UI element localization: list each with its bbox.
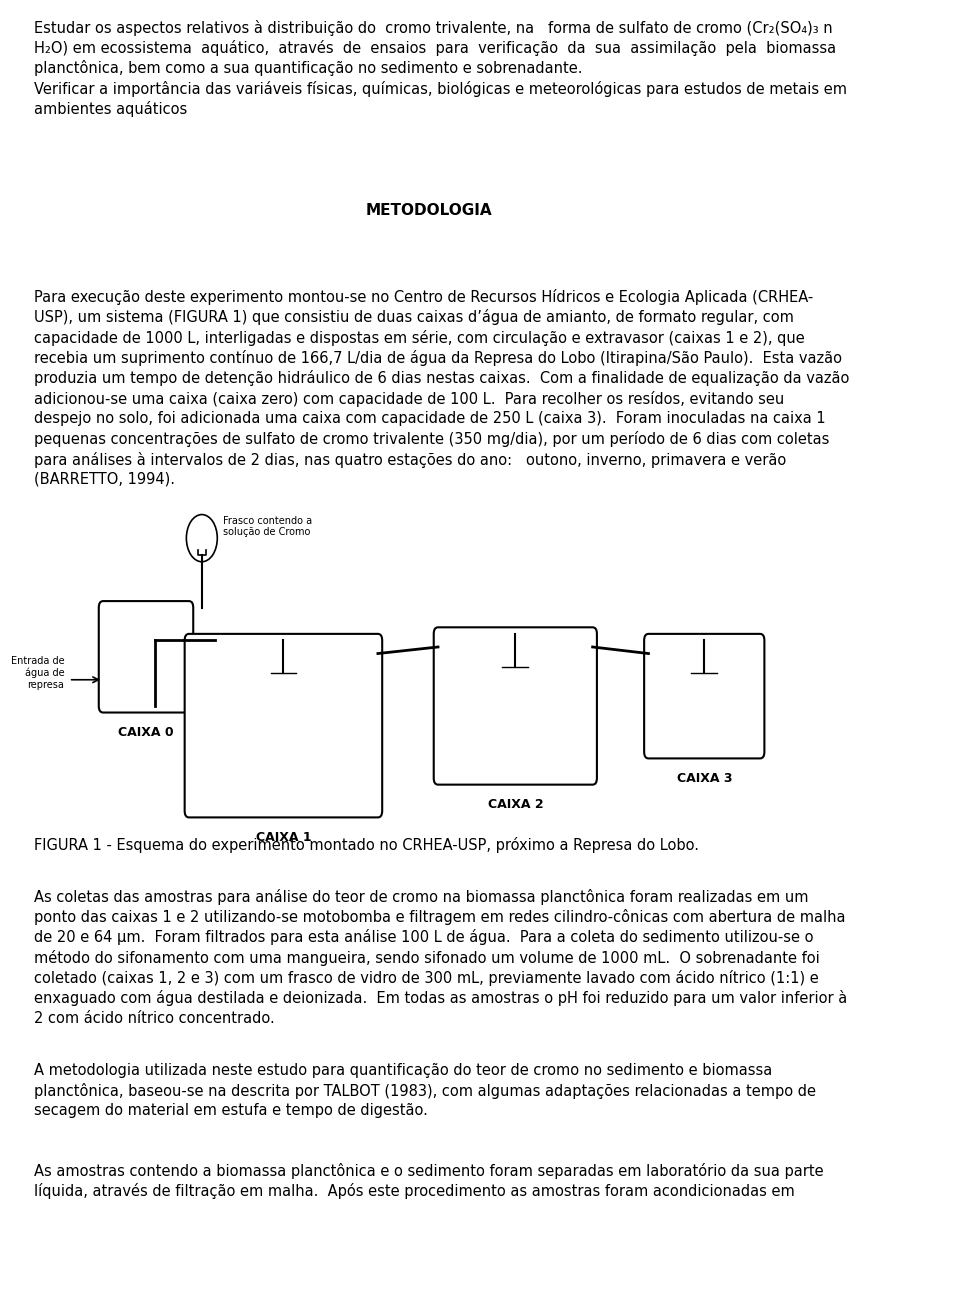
Text: CAIXA 2: CAIXA 2 — [488, 797, 543, 810]
Text: CAIXA 0: CAIXA 0 — [118, 725, 174, 738]
Text: produzia um tempo de detenção hidráulico de 6 dias nestas caixas.  Com a finalid: produzia um tempo de detenção hidráulico… — [35, 370, 850, 387]
Text: planctônica, baseou-se na descrita por TALBOT (1983), com algumas adaptações rel: planctônica, baseou-se na descrita por T… — [35, 1083, 816, 1099]
Text: método do sifonamento com uma mangueira, sendo sifonado um volume de 1000 mL.  O: método do sifonamento com uma mangueira,… — [35, 949, 820, 966]
Text: H₂O) em ecossistema  aquático,  através  de  ensaios  para  verificação  da  sua: H₂O) em ecossistema aquático, através de… — [35, 41, 836, 56]
Text: A metodologia utilizada neste estudo para quantificação do teor de cromo no sedi: A metodologia utilizada neste estudo par… — [35, 1062, 773, 1078]
Text: recebia um suprimento contínuo de 166,7 L/dia de água da Represa do Lobo (Itirap: recebia um suprimento contínuo de 166,7 … — [35, 350, 842, 366]
Text: Entrada de
água de
represa: Entrada de água de represa — [11, 657, 64, 690]
Text: ambientes aquáticos: ambientes aquáticos — [35, 101, 187, 117]
FancyBboxPatch shape — [99, 600, 193, 712]
Text: capacidade de 1000 L, interligadas e dispostas em série, com circulação e extrav: capacidade de 1000 L, interligadas e dis… — [35, 329, 805, 346]
FancyBboxPatch shape — [644, 633, 764, 758]
Text: FIGURA 1 - Esquema do experimento montado no CRHEA-USP, próximo a Represa do Lob: FIGURA 1 - Esquema do experimento montad… — [35, 836, 699, 853]
Text: Verificar a importância das variáveis físicas, químicas, biológicas e meteorológ: Verificar a importância das variáveis fí… — [35, 81, 848, 97]
Text: planctônica, bem como a sua quantificação no sedimento e sobrenadante.: planctônica, bem como a sua quantificaçã… — [35, 60, 583, 76]
Circle shape — [186, 514, 217, 561]
Text: despejo no solo, foi adicionada uma caixa com capacidade de 250 L (caixa 3).  Fo: despejo no solo, foi adicionada uma caix… — [35, 410, 826, 426]
Text: 2 com ácido nítrico concentrado.: 2 com ácido nítrico concentrado. — [35, 1011, 276, 1025]
Text: coletado (caixas 1, 2 e 3) com um frasco de vidro de 300 mL, previamente lavado : coletado (caixas 1, 2 e 3) com um frasco… — [35, 970, 819, 986]
Text: Estudar os aspectos relativos à distribuição do  cromo trivalente, na   forma de: Estudar os aspectos relativos à distribu… — [35, 20, 833, 35]
Text: Frasco contendo a
solução de Cromo: Frasco contendo a solução de Cromo — [224, 515, 312, 538]
Text: adicionou-se uma caixa (caixa zero) com capacidade de 100 L.  Para recolher os r: adicionou-se uma caixa (caixa zero) com … — [35, 391, 784, 406]
Text: de 20 e 64 μm.  Foram filtrados para esta análise 100 L de água.  Para a coleta : de 20 e 64 μm. Foram filtrados para esta… — [35, 929, 814, 945]
Text: CAIXA 3: CAIXA 3 — [677, 771, 732, 784]
FancyBboxPatch shape — [434, 627, 597, 784]
Text: enxaguado com água destilada e deionizada.  Em todas as amostras o pH foi reduzi: enxaguado com água destilada e deionizad… — [35, 990, 848, 1007]
Text: líquida, através de filtração em malha.  Após este procedimento as amostras fora: líquida, através de filtração em malha. … — [35, 1183, 795, 1200]
Text: secagem do material em estufa e tempo de digestão.: secagem do material em estufa e tempo de… — [35, 1103, 428, 1118]
Text: Para execução deste experimento montou-se no Centro de Recursos Hídricos e Ecolo: Para execução deste experimento montou-s… — [35, 288, 814, 305]
Text: ponto das caixas 1 e 2 utilizando-se motobomba e filtragem em redes cilindro-côn: ponto das caixas 1 e 2 utilizando-se mot… — [35, 909, 846, 926]
Text: para análises à intervalos de 2 dias, nas quatro estações do ano:   outono, inve: para análises à intervalos de 2 dias, na… — [35, 451, 786, 468]
FancyBboxPatch shape — [184, 633, 382, 817]
Text: (BARRETTO, 1994).: (BARRETTO, 1994). — [35, 472, 176, 486]
Text: pequenas concentrações de sulfato de cromo trivalente (350 mg/dia), por um perío: pequenas concentrações de sulfato de cro… — [35, 431, 829, 447]
Text: USP), um sistema (FIGURA 1) que consistiu de duas caixas d’água de amianto, de f: USP), um sistema (FIGURA 1) que consisti… — [35, 309, 794, 325]
Text: As coletas das amostras para análise do teor de cromo na biomassa planctônica fo: As coletas das amostras para análise do … — [35, 889, 809, 905]
Text: As amostras contendo a biomassa planctônica e o sedimento foram separadas em lab: As amostras contendo a biomassa planctôn… — [35, 1163, 824, 1179]
Text: METODOLOGIA: METODOLOGIA — [366, 203, 492, 218]
Text: CAIXA 1: CAIXA 1 — [255, 830, 311, 843]
